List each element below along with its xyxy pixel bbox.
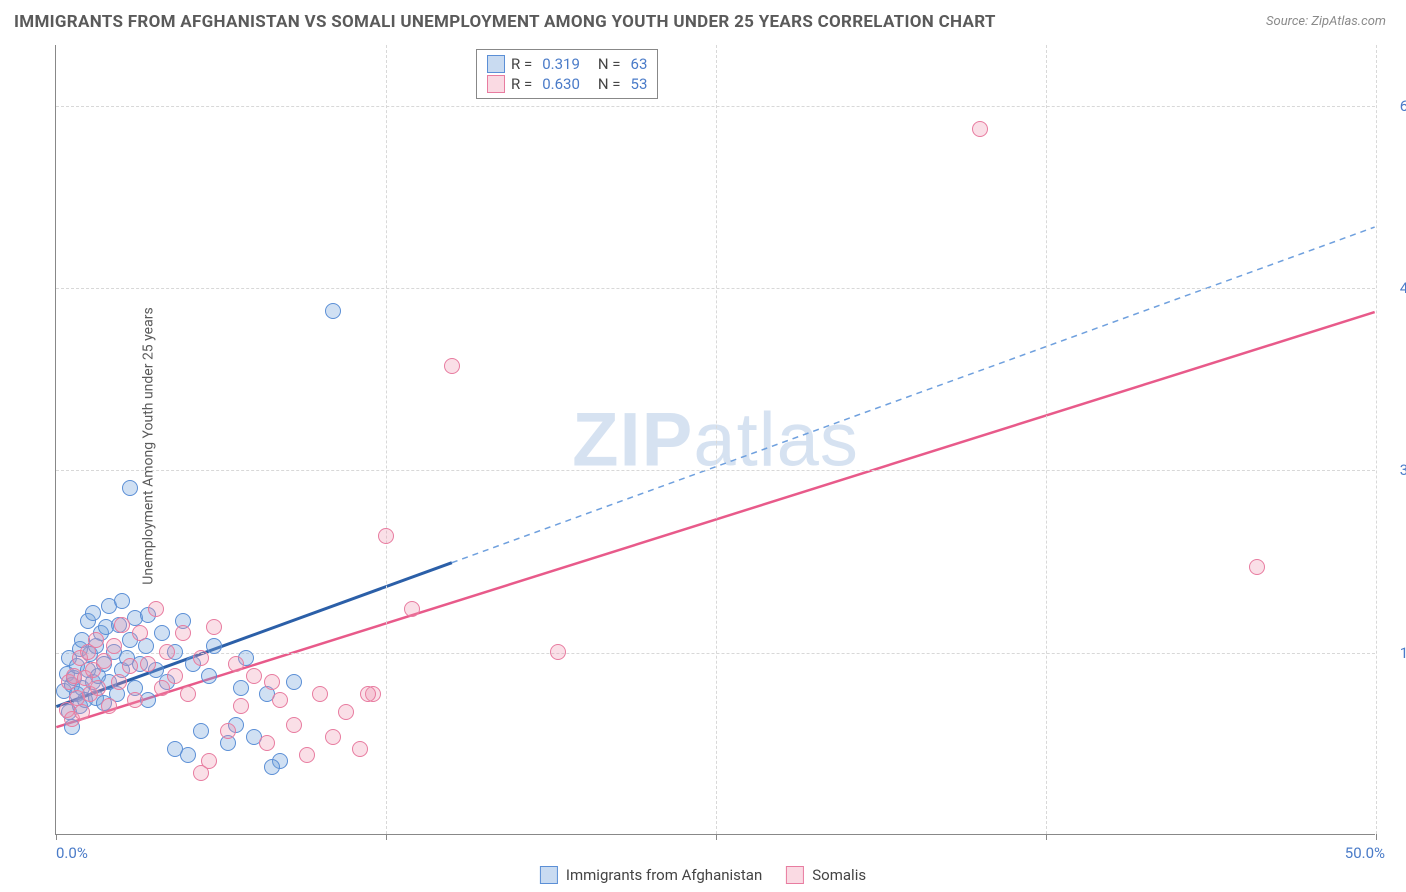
scatter-marker (206, 638, 222, 654)
scatter-marker (193, 723, 209, 739)
scatter-marker (1249, 559, 1265, 575)
legend-r-label: R = (511, 55, 532, 73)
legend-n-label: N = (598, 75, 621, 93)
scatter-marker (90, 680, 106, 696)
scatter-marker (96, 653, 112, 669)
scatter-marker (259, 735, 275, 751)
scatter-marker (264, 674, 280, 690)
x-tick-mark (56, 834, 57, 840)
scatter-marker (360, 686, 376, 702)
legend-swatch (487, 55, 505, 73)
scatter-marker (228, 656, 244, 672)
chart-title: IMMIGRANTS FROM AFGHANISTAN VS SOMALI UN… (14, 12, 996, 32)
legend-r-label: R = (511, 75, 532, 93)
x-tick-mark (386, 834, 387, 840)
legend-series-label: Somalis (812, 866, 866, 884)
series-legend: Immigrants from Afghanistan Somalis (540, 866, 866, 884)
scatter-marker (85, 605, 101, 621)
gridline-v (1046, 45, 1047, 834)
scatter-marker (233, 698, 249, 714)
scatter-marker (233, 680, 249, 696)
legend-bottom-item: Somalis (786, 866, 866, 884)
scatter-marker (444, 358, 460, 374)
source-citation: Source: ZipAtlas.com (1266, 14, 1386, 29)
x-tick-label: 0.0% (56, 844, 88, 862)
legend-n-value: 63 (631, 55, 648, 73)
scatter-marker (312, 686, 328, 702)
scatter-marker (140, 656, 156, 672)
plot-area: ZIPatlas R =0.319N =63R =0.630N =53 15.0… (55, 45, 1375, 835)
scatter-marker (127, 692, 143, 708)
legend-swatch (487, 75, 505, 93)
scatter-marker (286, 717, 302, 733)
scatter-marker (148, 601, 164, 617)
scatter-marker (338, 704, 354, 720)
legend-swatch (540, 866, 558, 884)
scatter-marker (286, 674, 302, 690)
scatter-marker (972, 121, 988, 137)
legend-swatch (786, 866, 804, 884)
scatter-marker (180, 686, 196, 702)
scatter-marker (193, 650, 209, 666)
scatter-marker (175, 625, 191, 641)
scatter-marker (352, 741, 368, 757)
scatter-marker (378, 528, 394, 544)
scatter-marker (88, 632, 104, 648)
scatter-marker (122, 658, 138, 674)
gridline-v (386, 45, 387, 834)
scatter-marker (220, 723, 236, 739)
gridline-v (716, 45, 717, 834)
gridline-v (1376, 45, 1377, 834)
scatter-marker (193, 765, 209, 781)
legend-r-value: 0.630 (542, 75, 580, 93)
scatter-marker (246, 668, 262, 684)
scatter-marker (167, 741, 183, 757)
scatter-marker (325, 303, 341, 319)
scatter-marker (159, 644, 175, 660)
scatter-marker (550, 644, 566, 660)
scatter-marker (154, 625, 170, 641)
scatter-marker (299, 747, 315, 763)
scatter-marker (167, 668, 183, 684)
correlation-legend: R = 0.319 N = 63 R = 0.630 N = 53 (476, 49, 658, 99)
y-tick-label: 60.0% (1380, 97, 1406, 115)
legend-row: R = 0.319 N = 63 (487, 54, 647, 74)
legend-bottom-item: Immigrants from Afghanistan (540, 866, 762, 884)
x-tick-mark (716, 834, 717, 840)
scatter-marker (132, 625, 148, 641)
scatter-marker (114, 617, 130, 633)
scatter-marker (122, 480, 138, 496)
scatter-marker (74, 704, 90, 720)
x-tick-mark (1046, 834, 1047, 840)
scatter-marker (206, 619, 222, 635)
scatter-marker (106, 638, 122, 654)
x-tick-label: 50.0% (1345, 844, 1385, 862)
scatter-marker (111, 674, 127, 690)
legend-r-value: 0.319 (542, 55, 580, 73)
legend-row: R = 0.630 N = 53 (487, 74, 647, 94)
scatter-marker (101, 698, 117, 714)
x-tick-mark (1376, 834, 1377, 840)
scatter-marker (114, 593, 130, 609)
scatter-marker (264, 759, 280, 775)
scatter-marker (272, 692, 288, 708)
legend-series-label: Immigrants from Afghanistan (566, 866, 762, 884)
y-tick-label: 30.0% (1380, 461, 1406, 479)
scatter-marker (404, 601, 420, 617)
legend-n-label: N = (598, 55, 621, 73)
legend-n-value: 53 (631, 75, 648, 93)
scatter-marker (154, 680, 170, 696)
y-tick-label: 15.0% (1380, 644, 1406, 662)
y-tick-label: 45.0% (1380, 279, 1406, 297)
scatter-marker (325, 729, 341, 745)
scatter-marker (201, 668, 217, 684)
